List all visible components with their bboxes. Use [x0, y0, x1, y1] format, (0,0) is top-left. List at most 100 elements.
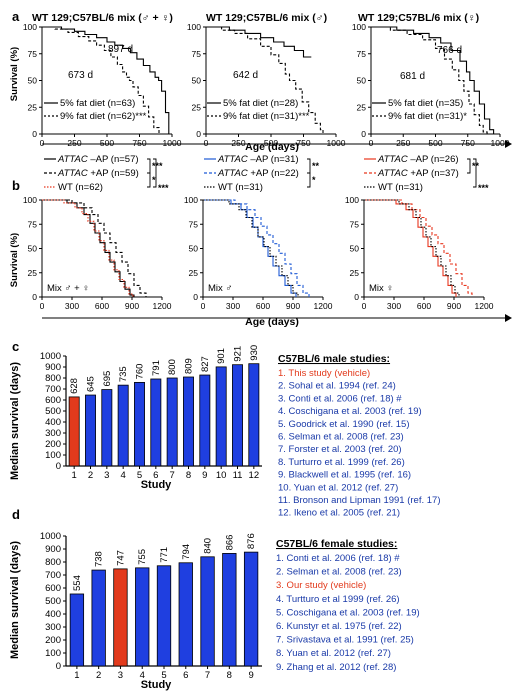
a1-y-tick-label: 100 — [23, 22, 37, 32]
d-bar-5 — [156, 565, 172, 667]
c-study-12: 12. Ikeno et al. 2005 (ref. 21) — [278, 508, 400, 519]
c-y-tick-label: 1000 — [40, 351, 61, 362]
a1-curve-fat5 — [42, 26, 170, 134]
c-bar-10 — [215, 366, 227, 467]
c-category-3: 3 — [104, 470, 109, 481]
a1-legend: 5% fat diet (n=63) 9% fat diet (n=62)*** — [44, 98, 147, 122]
d-study-6: 6. Kunstyr et al. 1975 (ref. 22) — [276, 621, 402, 632]
a2-y-tick-label: 75 — [192, 49, 202, 59]
b3-y-tick-label: 50 — [350, 244, 360, 254]
a2-x-tick-label: 250 — [231, 138, 245, 148]
d-bar-value-2: 738 — [94, 551, 105, 567]
d-bar-value-6: 794 — [181, 544, 192, 560]
b1-legend-entry: ATTAC +AP (n=59) — [57, 168, 139, 179]
d-list-title: C57BL/6 female studies: — [276, 538, 397, 550]
c-bar-value-11: 921 — [233, 346, 244, 362]
b2-y-tick-label: 0 — [193, 292, 198, 302]
b3-legend-group: –AP (n=26) — [408, 154, 459, 165]
c-bar-value-1: 628 — [69, 378, 80, 394]
b2-legend-entry: WT (n=31) — [218, 182, 263, 193]
a3-legend-9: 9% fat diet (n=31)* — [388, 111, 467, 122]
b3-y-tick-label: 100 — [345, 195, 359, 205]
a3-x-tick-label: 750 — [461, 138, 475, 148]
b3-legend-genotype: ATTAC — [377, 154, 408, 165]
a1-median-5: 897 d — [108, 44, 133, 55]
panel-c-bar-chart: 0100200300400500600700800900100062816452… — [40, 345, 262, 481]
a2-legend-9: 9% fat diet (n=31)*** — [223, 111, 310, 122]
a1-median-9: 673 d — [68, 70, 93, 81]
c-bar-value-6: 791 — [151, 360, 162, 376]
d-bar-1 — [69, 593, 85, 667]
d-y-tick-label: 500 — [45, 596, 61, 607]
c-bar-6 — [150, 378, 162, 467]
c-study-4: 4. Coschigana et al. 2003 (ref. 19) — [278, 406, 422, 417]
c-bar-3 — [101, 389, 113, 467]
c-study-7: 7. Forster et al. 2003 (ref. 20) — [278, 444, 402, 455]
c-y-tick-label: 400 — [45, 417, 61, 428]
b1-y-tick-label: 50 — [28, 244, 38, 254]
c-study-11: 11. Bronson and Lipman 1991 (ref. 17) — [278, 495, 440, 506]
b3-legend-group: +AP (n=37) — [408, 168, 459, 179]
b3-bracket — [467, 158, 471, 174]
b1-legend-group: +AP (n=59) — [88, 168, 139, 179]
d-study-9: 9. Zhang et al. 2012 (ref. 28) — [276, 662, 396, 673]
a1-y-tick-label: 25 — [28, 102, 38, 112]
c-study-5: 5. Goodrick et al. 1990 (ref. 15) — [278, 419, 409, 430]
b3-group-label: Mix ♀ — [369, 283, 394, 294]
panel-letter-a: a — [12, 9, 20, 24]
panel-b-legends: ATTAC –AP (n=57)ATTAC +AP (n=59)WT (n=62… — [44, 154, 489, 193]
c-category-8: 8 — [186, 470, 191, 481]
d-bar-2 — [91, 569, 106, 667]
b1-x-tick-label: 1200 — [153, 301, 172, 311]
a3-x-tick-label: 1000 — [491, 138, 510, 148]
a2-legend-5: 5% fat diet (n=28) — [223, 98, 298, 109]
a-age-arrowhead — [505, 140, 512, 148]
d-xlabel: Study — [141, 679, 172, 691]
a3-median-9: 681 d — [400, 71, 425, 82]
b1-y-tick-label: 25 — [28, 268, 38, 278]
b2-y-tick-label: 75 — [189, 219, 199, 229]
c-category-9: 9 — [202, 470, 207, 481]
a2-y-tick-label: 50 — [192, 76, 202, 86]
b3-x-tick-label: 300 — [387, 301, 401, 311]
d-bar-value-4: 755 — [137, 549, 148, 565]
c-category-1: 1 — [72, 470, 77, 481]
d-bar-value-5: 771 — [159, 547, 170, 563]
d-study-list: 1. Conti et al. 2006 (ref. 18) # 2. Selma… — [276, 553, 420, 673]
b2-x-tick-label: 300 — [226, 301, 240, 311]
a3-x-tick-label: 0 — [369, 138, 374, 148]
d-bar-value-7: 840 — [203, 538, 214, 554]
d-bar-6 — [178, 562, 193, 667]
a1-legend-5: 5% fat diet (n=63) — [60, 98, 135, 109]
b2-significance: ** — [312, 161, 320, 171]
b1-significance: *** — [158, 183, 169, 193]
panel-letter-d: d — [12, 507, 20, 522]
b1-y-tick-label: 100 — [23, 195, 37, 205]
d-category-4: 4 — [140, 670, 145, 681]
c-category-2: 2 — [88, 470, 93, 481]
b2-y-tick-label: 100 — [184, 195, 198, 205]
b2-curve-wt — [203, 199, 299, 297]
b3-x-tick-label: 1200 — [475, 301, 494, 311]
a3-y-tick-label: 100 — [352, 22, 366, 32]
b3-x-tick-label: 900 — [447, 301, 461, 311]
b3-legend-group: WT (n=31) — [378, 182, 423, 193]
b3-curve-wt — [364, 199, 460, 297]
b2-y-tick-label: 50 — [189, 244, 199, 254]
d-bar-4 — [135, 567, 150, 667]
c-category-11: 11 — [233, 470, 243, 481]
c-study-2: 2. Sohal et al. 1994 (ref. 24) — [278, 381, 396, 392]
d-y-tick-label: 300 — [45, 622, 61, 633]
a2-legend: 5% fat diet (n=28) 9% fat diet (n=31)*** — [207, 98, 310, 122]
a1-x-tick-label: 1000 — [163, 138, 182, 148]
c-bar-value-2: 645 — [86, 376, 97, 392]
c-category-4: 4 — [121, 470, 126, 481]
a2-y-tick-label: 100 — [187, 22, 201, 32]
c-xlabel: Study — [141, 479, 172, 491]
b2-significance: * — [312, 175, 316, 185]
d-y-tick-label: 700 — [45, 570, 61, 581]
a3-curve-fat9 — [371, 26, 488, 134]
d-study-8: 8. Yuan et al. 2012 (ref. 27) — [276, 648, 391, 659]
